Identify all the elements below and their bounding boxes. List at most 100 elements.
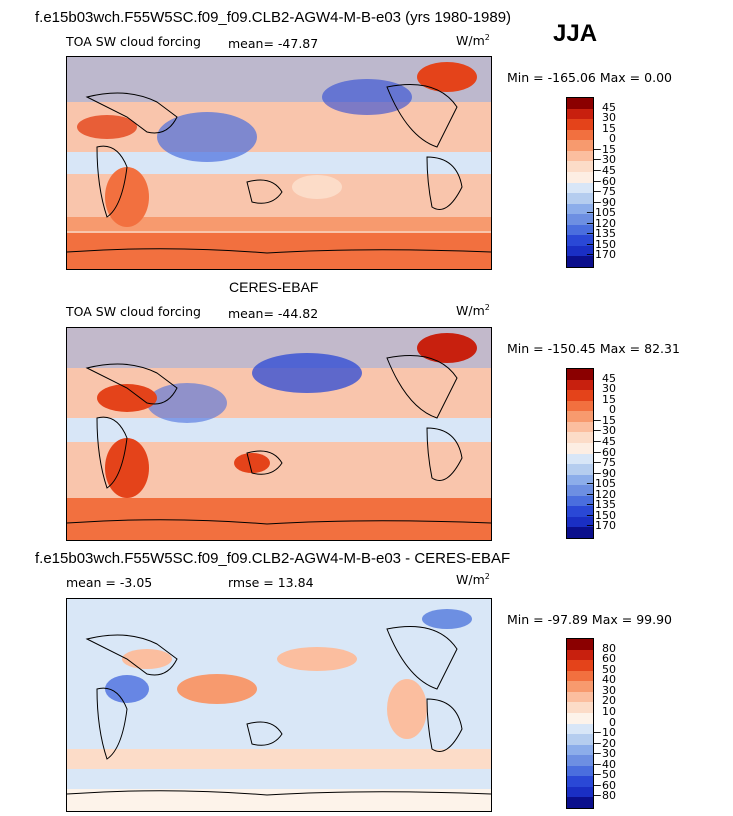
colorbar-swatch [567,485,593,496]
colorbar-tick-label: −120 [585,216,616,230]
colorbar-swatch [567,411,593,422]
colorbar-swatch [567,660,593,671]
map-model-field [67,57,491,269]
colorbar-swatch [567,712,593,724]
colorbar-tick-label: −135 [585,498,616,512]
colorbar-swatch [567,235,593,246]
colorbar-tick-label: 15 [602,121,616,135]
panel-units: W/m2 [456,33,490,49]
colorbar-swatch [567,193,593,204]
colorbar-tick-label: 50 [602,662,616,676]
colorbar-tick-label: −45 [592,163,616,177]
colorbar-swatch [567,474,593,486]
colorbar-diff [566,638,594,809]
colorbar-swatch [567,129,593,141]
colorbar-tick-label: 20 [602,694,616,708]
colorbar-tick-label: 60 [602,652,616,666]
panel-field-label: TOA SW cloud forcing [66,34,201,49]
colorbar-swatch [567,421,593,433]
colorbar-tick-label: 0 [609,715,616,729]
panel-minmax: Min = -165.06 Max = 0.00 [507,70,672,85]
panel-rmse: rmse = 13.84 [228,575,314,590]
colorbar-tick-label: −40 [592,757,616,771]
colorbar-tick-label: 30 [602,683,616,697]
colorbar-tick-label: 30 [602,111,616,125]
colorbar-swatch [567,765,593,777]
colorbar-tick-label: −105 [585,477,616,491]
map-diff-field [67,599,491,811]
colorbar-tick-label: −120 [585,487,616,501]
panel-mean: mean = -3.05 [66,575,153,590]
colorbar-swatch [567,453,593,465]
panel-minmax: Min = -150.45 Max = 82.31 [507,341,680,356]
colorbar-tick-label: −60 [592,174,616,188]
colorbar-tick-label: 10 [602,704,616,718]
colorbar-tick-label: 15 [602,392,616,406]
main-title: f.e15b03wch.F55W5SC.f09_f09.CLB2-AGW4-M-… [35,9,512,26]
colorbar-tick-label: −105 [585,206,616,220]
map-obs-field [67,328,491,540]
colorbar-tick-label: −170 [585,519,616,533]
colorbar-swatch [567,432,593,443]
colorbar-swatch [567,108,593,120]
colorbar-swatch [567,702,593,713]
colorbar-tick-label: −10 [592,726,616,740]
colorbar-tick-label: 0 [609,132,616,146]
colorbar-tick-label: −30 [592,424,616,438]
colorbar-tick-label: −15 [592,142,616,156]
colorbar-swatch [567,390,593,401]
panel-field-label: TOA SW cloud forcing [66,304,201,319]
colorbar-swatch [567,691,593,703]
colorbar-swatch [567,786,593,798]
colorbar-tick-label: 40 [602,673,616,687]
colorbar-swatch [567,723,593,735]
map-diff [66,598,492,812]
panel-subtitle: f.e15b03wch.F55W5SC.f09_f09.CLB2-AGW4-M-… [35,550,511,567]
colorbar-tick-label: −60 [592,445,616,459]
colorbar-swatch [567,670,593,682]
colorbar-tick-label: −90 [592,466,616,480]
colorbar-swatch [567,182,593,194]
colorbar-swatch [567,150,593,162]
panel-units: W/m2 [456,303,490,319]
colorbar-tick-label: −135 [585,227,616,241]
colorbar-swatch [567,527,593,538]
colorbar-swatch [567,98,593,109]
colorbar-swatch [567,214,593,225]
colorbar-tick-label: −150 [585,508,616,522]
colorbar-swatch [567,203,593,215]
colorbar-swatch [567,681,593,692]
colorbar-swatch [567,495,593,507]
panel-minmax: Min = -97.89 Max = 99.90 [507,612,672,627]
colorbar-tick-label: −15 [592,413,616,427]
colorbar-swatch [567,224,593,236]
colorbar-swatch [567,442,593,454]
colorbar-tick-label: −150 [585,237,616,251]
colorbar-obs [566,368,594,539]
map-model [66,56,492,270]
colorbar-swatch [567,516,593,528]
colorbar-swatch [567,245,593,257]
colorbar-tick-label: −30 [592,153,616,167]
panel-mean: mean= -47.87 [228,36,319,51]
map-obs [66,327,492,541]
colorbar-swatch [567,734,593,745]
colorbar-tick-label: −75 [592,456,616,470]
colorbar-swatch [567,744,593,756]
colorbar-swatch [567,755,593,766]
colorbar-tick-label: −45 [592,434,616,448]
panel-units: W/m2 [456,572,490,588]
colorbar-swatch [567,119,593,130]
colorbar-swatch [567,171,593,183]
panel-mean: mean= -44.82 [228,306,319,321]
colorbar-swatch [567,639,593,650]
colorbar-swatch [567,140,593,151]
colorbar-tick-label: −170 [585,248,616,262]
colorbar-swatch [567,464,593,475]
colorbar-tick-label: 30 [602,382,616,396]
colorbar-tick-label: −30 [592,747,616,761]
colorbar-tick-label: 45 [602,100,616,114]
colorbar-tick-label: −60 [592,778,616,792]
colorbar-tick-label: 45 [602,371,616,385]
colorbar-swatch [567,776,593,787]
